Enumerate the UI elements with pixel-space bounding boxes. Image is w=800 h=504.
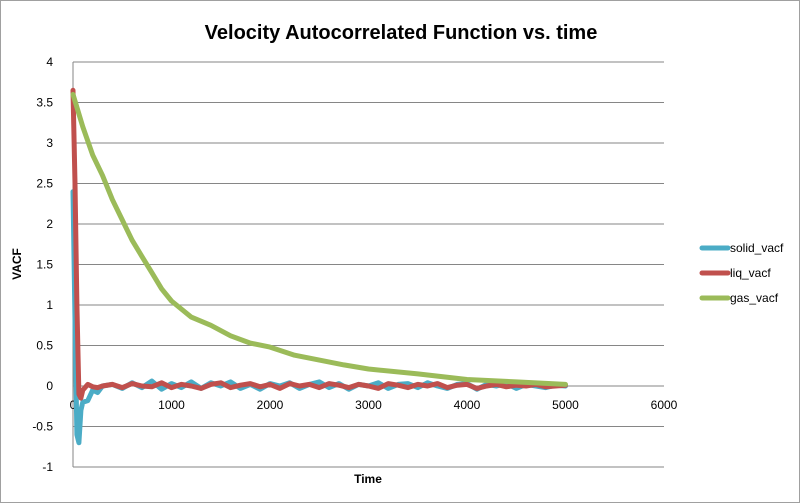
x-tick-label: 1000	[158, 398, 185, 412]
x-tick-label: 2000	[257, 398, 284, 412]
y-tick-label: 0.5	[36, 339, 53, 353]
chart-title: Velocity Autocorrelated Function vs. tim…	[205, 22, 598, 44]
series-line-gas_vacf	[70, 91, 568, 387]
legend-label: solid_vacf	[730, 241, 784, 255]
x-axis-label: Time	[354, 472, 382, 486]
y-tick-label: 0	[46, 379, 53, 393]
x-tick-label: 6000	[651, 398, 678, 412]
y-axis-label: VACF	[10, 248, 24, 280]
y-tick-label: 4	[46, 55, 53, 69]
x-tick-label: 4000	[454, 398, 481, 412]
x-tick-label: 0	[70, 398, 77, 412]
y-tick-label: 2	[46, 217, 53, 231]
y-tick-label: 3	[46, 136, 53, 150]
y-tick-label: 1.5	[36, 258, 53, 272]
y-tick-label: 3.5	[36, 96, 53, 110]
series-line-liq_vacf	[70, 87, 568, 401]
y-tick-label: -0.5	[32, 420, 53, 434]
legend-label: liq_vacf	[730, 266, 771, 280]
y-tick-label: -1	[42, 460, 53, 474]
y-tick-label: 1	[46, 298, 53, 312]
x-tick-label: 3000	[355, 398, 382, 412]
legend-label: gas_vacf	[730, 291, 779, 305]
x-tick-label: 5000	[552, 398, 579, 412]
y-tick-label: 2.5	[36, 177, 53, 191]
series-line-solid_vacf	[70, 189, 568, 446]
